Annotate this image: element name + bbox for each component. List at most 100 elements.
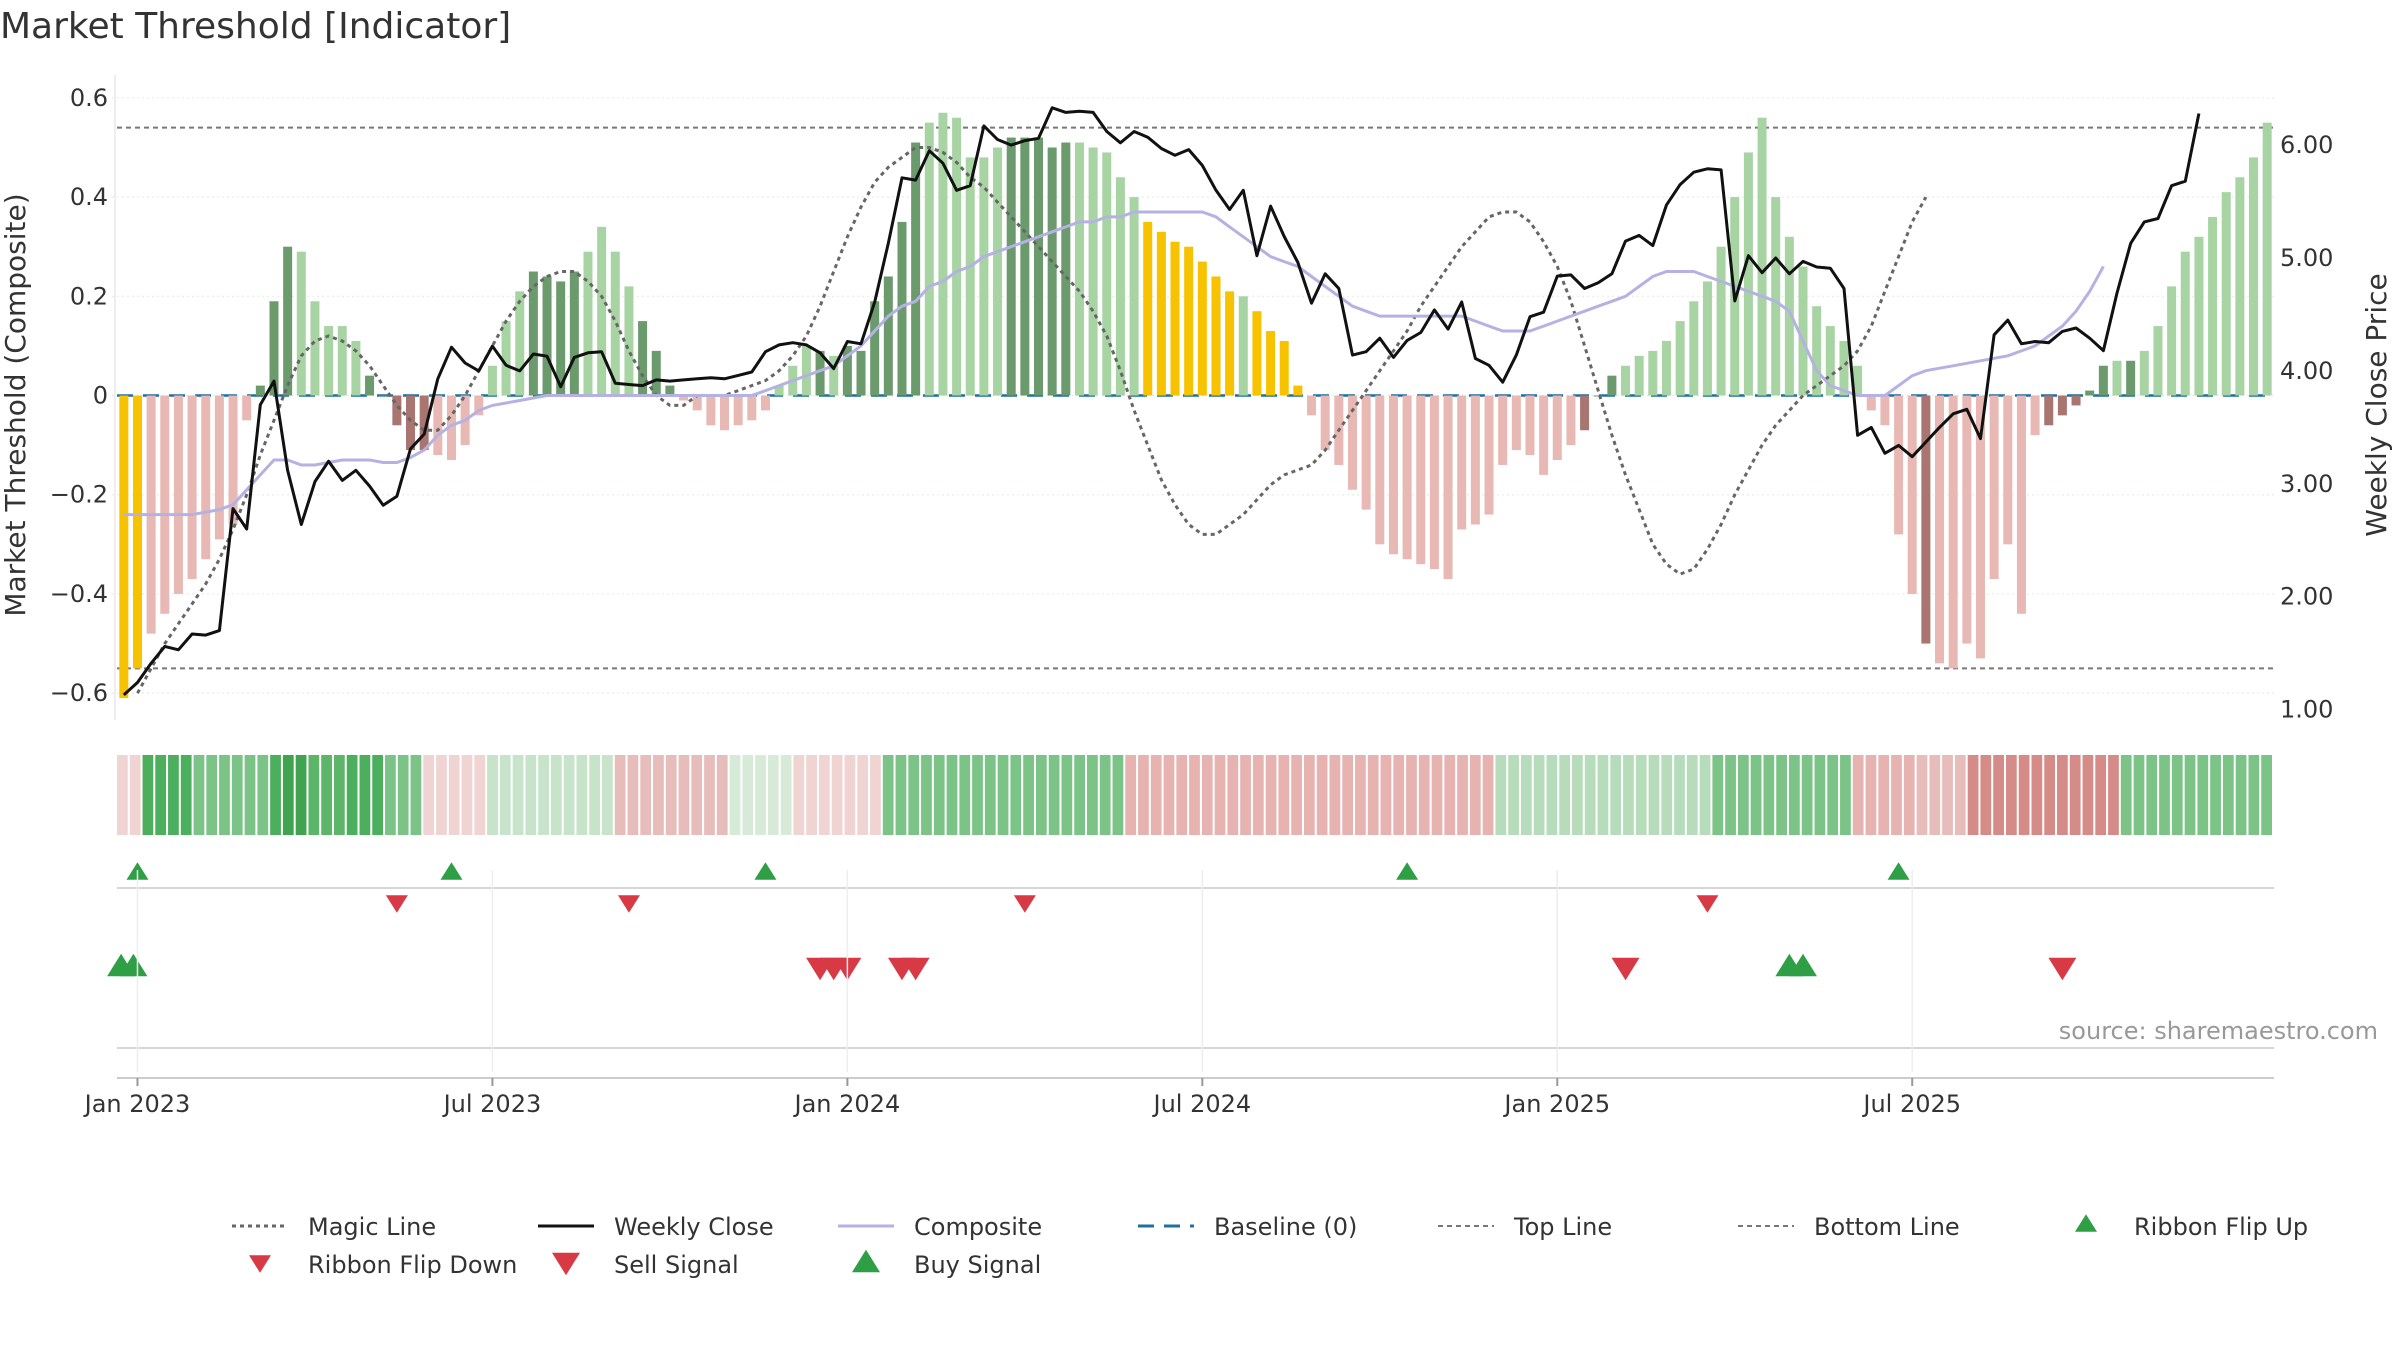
legend-item-magic-line: Magic Line bbox=[232, 1213, 436, 1241]
composite-bar bbox=[1539, 395, 1549, 475]
ribbon-segment bbox=[2235, 755, 2247, 835]
ribbon-segment bbox=[640, 755, 652, 835]
composite-bar bbox=[1156, 231, 1166, 396]
composite-bar bbox=[911, 142, 921, 396]
ribbon-segment bbox=[487, 755, 498, 835]
composite-line bbox=[123, 210, 2105, 517]
ribbon-segment bbox=[385, 755, 396, 835]
composite-bar bbox=[351, 340, 361, 396]
ribbon-segment bbox=[244, 755, 256, 835]
composite-bar bbox=[1375, 395, 1385, 545]
ribbon-segment bbox=[1201, 755, 1213, 835]
x-tick-label: Jan 2025 bbox=[1502, 1090, 1610, 1118]
ribbon-segment bbox=[550, 755, 562, 835]
legend-item-weekly-close: Weekly Close bbox=[538, 1213, 774, 1241]
composite-bar bbox=[1279, 340, 1289, 396]
composite-bar bbox=[1621, 365, 1631, 396]
composite-bar bbox=[801, 345, 811, 396]
composite-bar bbox=[406, 395, 416, 451]
ribbon-segment bbox=[308, 755, 320, 835]
ribbon-segment bbox=[1827, 755, 1839, 835]
ribbon-segment bbox=[2018, 755, 2030, 835]
composite-bar bbox=[1498, 395, 1508, 465]
legend-swatch bbox=[552, 1252, 580, 1276]
ribbon-segment bbox=[2248, 755, 2260, 835]
ribbon-flip-up-marker bbox=[440, 862, 463, 880]
composite-bar bbox=[1020, 137, 1030, 396]
ribbon-segment bbox=[2031, 755, 2043, 835]
ribbon-segment bbox=[423, 755, 435, 835]
composite-bar bbox=[365, 375, 375, 396]
composite-bar bbox=[1320, 395, 1330, 451]
composite-bar bbox=[2126, 360, 2136, 396]
composite-bar bbox=[296, 251, 306, 396]
ribbon-segment bbox=[793, 755, 805, 835]
ribbon-segment bbox=[219, 755, 230, 835]
axes: 0.6 0.4 0.2 0 −0.2 −0.4 −0.6 6.00 5.00 4.00 3.00 2.… bbox=[50, 75, 2333, 724]
legend-item-baseline: Baseline (0) bbox=[1138, 1213, 1357, 1241]
ribbon-segment bbox=[1099, 755, 1111, 835]
ribbon-segment bbox=[1584, 755, 1596, 835]
ribbon-segment bbox=[1329, 755, 1341, 835]
ribbon-segment bbox=[1801, 755, 1813, 835]
ribbon-segment bbox=[1916, 755, 1928, 835]
legend-swatch bbox=[249, 1255, 271, 1273]
ribbon-segment bbox=[1495, 755, 1507, 835]
ribbon-segment bbox=[1610, 755, 1622, 835]
ribbon-flip-down-marker bbox=[1696, 895, 1719, 913]
composite-bar bbox=[1566, 395, 1576, 446]
y-axis-right-label: Weekly Close Price bbox=[2360, 273, 2393, 536]
composite-bar bbox=[1361, 395, 1371, 510]
composite-bar bbox=[2003, 395, 2013, 545]
composite-bar bbox=[2098, 365, 2108, 396]
ribbon-segment bbox=[1661, 755, 1673, 835]
legend-swatch bbox=[2075, 1214, 2097, 1232]
composite-bar bbox=[870, 301, 880, 396]
ribbon-segment bbox=[576, 755, 588, 835]
composite-bar bbox=[1607, 375, 1617, 396]
composite-bar bbox=[692, 395, 702, 411]
y-right-tick-label: 4.00 bbox=[2280, 357, 2333, 385]
composite-bar bbox=[1798, 266, 1808, 396]
ribbon-segment bbox=[831, 755, 843, 835]
legend: Magic Line Weekly Close Composite Baseline … bbox=[232, 1213, 2308, 1279]
composite-bar bbox=[2180, 251, 2190, 396]
ribbon-segment bbox=[2133, 755, 2145, 835]
ribbon-segment bbox=[1444, 755, 1456, 835]
legend-item-composite: Composite bbox=[838, 1213, 1042, 1241]
ribbon-segment bbox=[180, 755, 192, 835]
ribbon-segment bbox=[1903, 755, 1915, 835]
sell-signal-marker bbox=[1611, 957, 1640, 981]
composite-bar bbox=[187, 395, 197, 580]
composite-bar bbox=[2071, 395, 2081, 406]
composite-bar bbox=[897, 221, 907, 396]
composite-bar bbox=[1429, 395, 1439, 570]
ribbon-segment bbox=[474, 755, 486, 835]
composite-bar bbox=[774, 385, 784, 396]
ribbon-segment bbox=[2146, 755, 2158, 835]
composite-bar bbox=[1812, 306, 1822, 396]
composite-bar bbox=[2208, 216, 2218, 396]
ribbon-segment bbox=[1431, 755, 1443, 835]
x-tick-label: Jul 2023 bbox=[442, 1090, 542, 1118]
ribbon-segment bbox=[870, 755, 881, 835]
ribbon-segment bbox=[499, 755, 511, 835]
trend-ribbon bbox=[117, 755, 2272, 835]
composite-bar bbox=[2044, 395, 2054, 426]
composite-bar bbox=[2167, 286, 2177, 396]
composite-bar bbox=[173, 395, 183, 594]
ribbon-flip-up-marker bbox=[1396, 862, 1419, 880]
composite-bar bbox=[1935, 395, 1945, 664]
buy-signal-marker bbox=[119, 953, 148, 977]
ribbon-segment bbox=[972, 755, 983, 835]
ribbon-segment bbox=[193, 755, 205, 835]
composite-bar bbox=[1948, 395, 1958, 669]
ribbon-segment bbox=[295, 755, 307, 835]
y-left-tick-label: 0 bbox=[93, 382, 108, 410]
composite-bar bbox=[1470, 395, 1480, 525]
ribbon-flip-up-marker bbox=[1887, 862, 1910, 880]
composite-bar bbox=[1552, 395, 1562, 461]
ribbon-segment bbox=[1942, 755, 1953, 835]
ribbon-segment bbox=[614, 755, 626, 835]
ribbon-segment bbox=[1993, 755, 2004, 835]
